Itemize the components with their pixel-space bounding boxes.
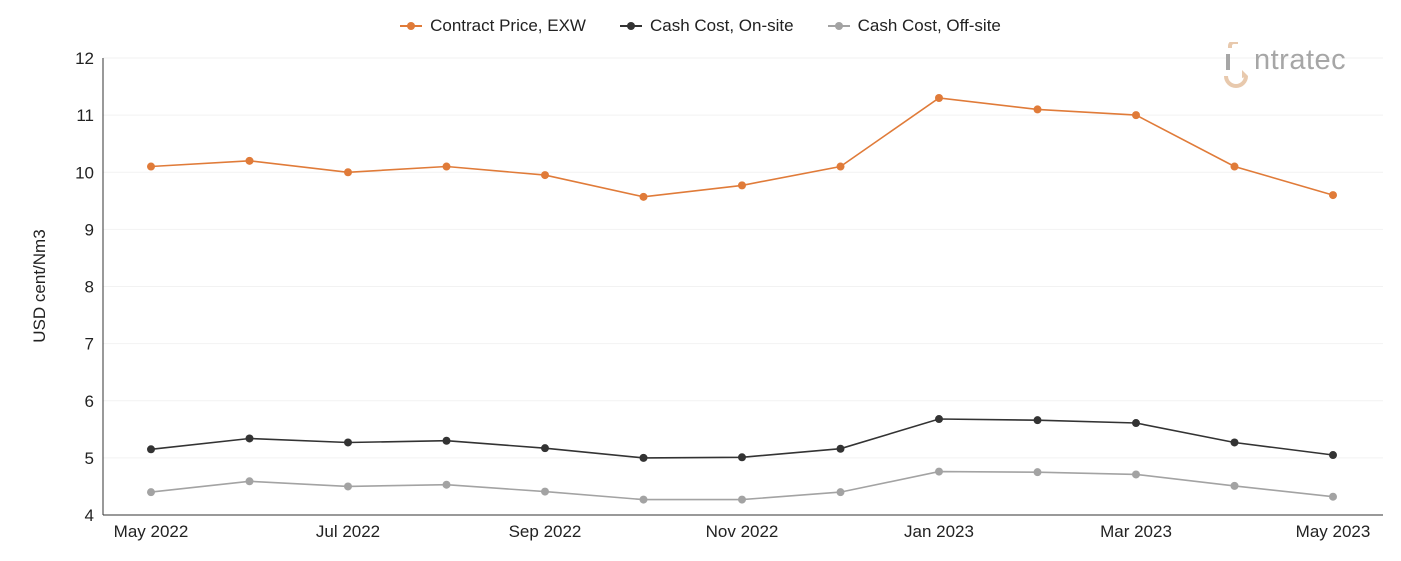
data-point-cash-cost-onsite[interactable] [1230,438,1239,447]
logo-mark-icon [1222,40,1252,92]
legend-label-cash-cost-onsite: Cash Cost, On-site [649,16,794,35]
data-point-contract-price[interactable] [245,156,254,165]
legend-label-contract-price: Contract Price, EXW [430,16,586,35]
data-point-contract-price[interactable] [344,168,352,177]
x-tick-label: Nov 2022 [706,522,779,541]
series-line-cash-cost-offsite [150,470,1334,501]
x-tick-label: May 2023 [1296,522,1371,541]
x-tick-label: Jan 2023 [904,522,974,541]
y-tick-label: 11 [76,106,94,125]
logo-text: ntratec [1254,43,1347,76]
data-point-contract-price[interactable] [1329,191,1337,200]
data-point-cash-cost-offsite[interactable] [836,488,845,497]
data-point-contract-price[interactable] [639,192,648,201]
grid-lines [103,57,1383,459]
data-point-contract-price[interactable] [935,93,943,102]
data-point-contract-price[interactable] [541,171,549,180]
legend-marker-cash-cost-onsite [619,21,642,31]
data-point-cash-cost-onsite[interactable] [245,434,254,443]
data-point-cash-cost-offsite[interactable] [442,480,451,489]
series-cash-cost-offsite [147,467,1337,504]
intratec-logo: ntratec [1222,40,1347,92]
data-point-cash-cost-onsite[interactable] [541,444,549,453]
data-point-cash-cost-onsite[interactable] [639,453,648,462]
data-point-cash-cost-offsite[interactable] [344,482,352,491]
chart-legend: Contract Price, EXW Cash Cost, On-site C… [0,16,1401,36]
data-point-cash-cost-offsite[interactable] [738,495,746,504]
legend-item-cash-cost-offsite[interactable]: Cash Cost, Off-site [827,16,1001,36]
x-tick-label: Sep 2022 [509,522,582,541]
y-tick-label: 5 [85,449,94,468]
series-contract-price [147,93,1337,201]
data-point-cash-cost-offsite[interactable] [541,487,549,496]
data-point-cash-cost-onsite[interactable] [1329,451,1337,460]
data-point-contract-price[interactable] [1033,105,1042,114]
data-point-contract-price[interactable] [738,181,746,190]
y-tick-label: 9 [85,220,94,239]
legend-marker-cash-cost-offsite [827,21,850,31]
legend-item-contract-price[interactable]: Contract Price, EXW [400,16,586,36]
x-tick-label: Mar 2023 [1100,522,1172,541]
y-tick-label: 10 [75,163,94,182]
y-tick-label: 4 [85,506,94,525]
data-point-cash-cost-onsite[interactable] [442,436,451,445]
data-point-cash-cost-onsite[interactable] [738,453,746,462]
series-lines [147,93,1337,504]
y-tick-label: 12 [75,49,94,68]
data-point-cash-cost-onsite[interactable] [147,445,155,454]
data-point-cash-cost-onsite[interactable] [836,444,845,453]
data-point-cash-cost-offsite[interactable] [935,467,943,476]
data-point-cash-cost-offsite[interactable] [1132,470,1140,479]
legend-label-cash-cost-offsite: Cash Cost, Off-site [857,16,1001,35]
data-point-cash-cost-onsite[interactable] [1132,419,1140,428]
series-line-cash-cost-onsite [150,418,1334,459]
legend-item-cash-cost-onsite[interactable]: Cash Cost, On-site [619,16,794,36]
data-point-contract-price[interactable] [442,162,451,171]
data-point-contract-price[interactable] [836,162,845,171]
data-point-cash-cost-offsite[interactable] [639,495,648,504]
data-point-contract-price[interactable] [147,162,155,171]
x-tick-label: Jul 2022 [316,522,380,541]
data-point-cash-cost-onsite[interactable] [1033,416,1042,425]
data-point-cash-cost-offsite[interactable] [245,477,254,486]
y-tick-label: 7 [85,335,94,354]
data-point-cash-cost-onsite[interactable] [344,438,352,447]
data-point-cash-cost-offsite[interactable] [147,488,155,497]
y-tick-label: 6 [85,392,94,411]
legend-marker-contract-price [400,21,423,31]
y-tick-label: 8 [85,278,94,297]
y-axis-label: USD cent/Nm3 [30,229,49,342]
data-point-cash-cost-offsite[interactable] [1329,492,1337,501]
data-point-cash-cost-onsite[interactable] [935,415,943,424]
x-tick-label: May 2022 [114,522,189,541]
data-point-contract-price[interactable] [1132,111,1140,120]
data-point-contract-price[interactable] [1230,162,1239,171]
data-point-cash-cost-offsite[interactable] [1230,481,1239,490]
series-cash-cost-onsite [147,415,1337,462]
data-point-cash-cost-offsite[interactable] [1033,468,1042,477]
axes: 4 5 6 7 8 9 10 11 12 May 2022 Jul 2022 Sep 2022 Nov … [75,49,1383,541]
